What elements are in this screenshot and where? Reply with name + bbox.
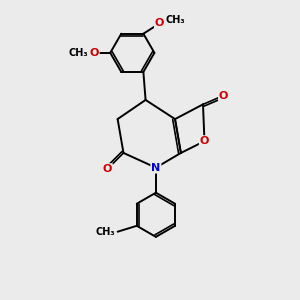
Text: O: O xyxy=(155,18,164,28)
Text: O: O xyxy=(200,136,209,146)
Text: O: O xyxy=(103,164,112,174)
Text: O: O xyxy=(219,91,228,100)
Text: N: N xyxy=(151,163,160,173)
Text: O: O xyxy=(89,48,99,58)
Text: CH₃: CH₃ xyxy=(166,16,186,26)
Text: CH₃: CH₃ xyxy=(68,48,88,58)
Text: CH₃: CH₃ xyxy=(95,227,115,237)
